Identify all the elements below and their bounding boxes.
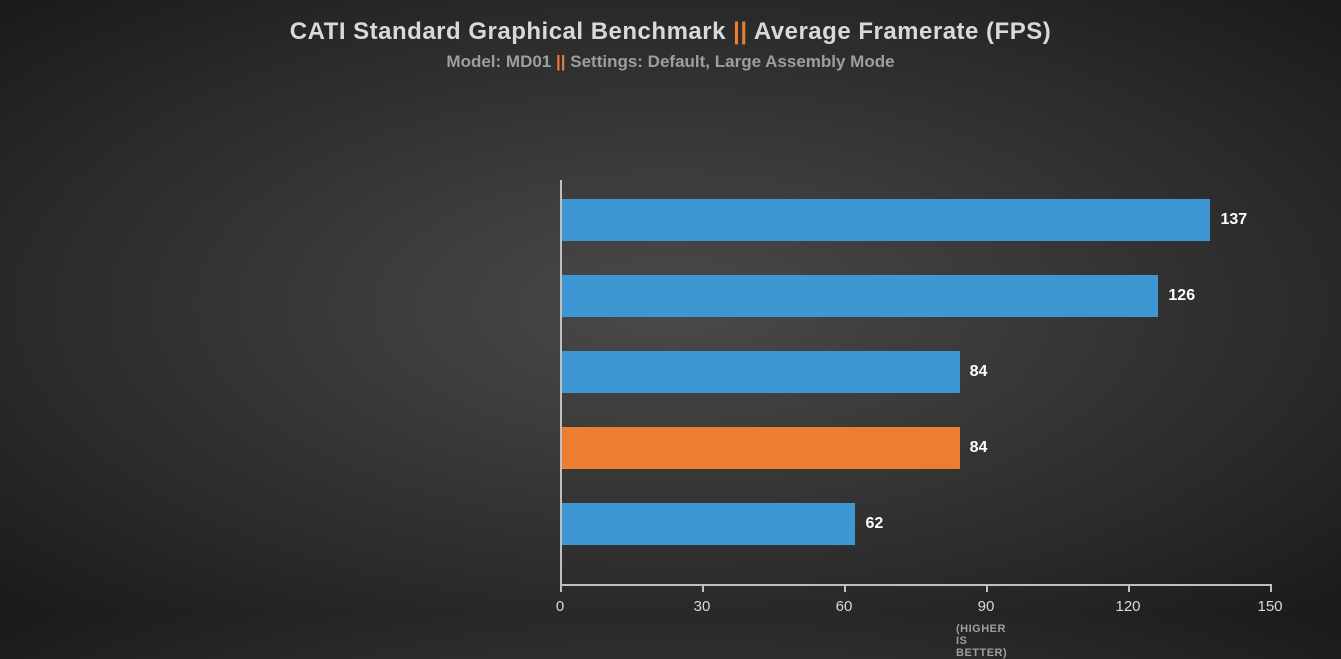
x-tick-label: 150 — [1257, 598, 1282, 615]
x-tick — [844, 584, 846, 592]
bar — [562, 351, 960, 393]
subtitle-part-2: Settings: Default, Large Assembly Mode — [570, 52, 894, 71]
x-tick — [560, 584, 562, 592]
bar-value-label: 126 — [1168, 287, 1195, 305]
benchmark-chart: CATI Standard Graphical Benchmark || Ave… — [0, 0, 1341, 614]
bar-value-label: 84 — [970, 363, 988, 381]
bar-value-label: 137 — [1220, 211, 1247, 229]
x-tick — [986, 584, 988, 592]
bar — [562, 199, 1210, 241]
x-tick-label: 60 — [836, 598, 853, 615]
bar-value-label: 84 — [970, 439, 988, 457]
x-tick-label: 0 — [556, 598, 564, 615]
title-part-1: CATI Standard Graphical Benchmark — [290, 18, 733, 45]
chart-subtitle: Model: MD01 || Settings: Default, Large … — [0, 52, 1341, 72]
x-tick-label: 90 — [978, 598, 995, 615]
bar-value-label: 62 — [865, 515, 883, 533]
x-tick-label: 120 — [1115, 598, 1140, 615]
subtitle-part-1: Model: MD01 — [446, 52, 556, 71]
x-tick — [1270, 584, 1272, 592]
subtitle-separator: || — [556, 52, 566, 71]
chart-title: CATI Standard Graphical Benchmark || Ave… — [0, 0, 1341, 46]
x-tick — [702, 584, 704, 592]
x-tick-label: 30 — [694, 598, 711, 615]
bar — [562, 427, 960, 469]
x-axis-line — [560, 584, 1270, 586]
title-part-2: Average Framerate (FPS) — [754, 18, 1051, 45]
title-separator: || — [733, 18, 747, 45]
x-tick — [1128, 584, 1130, 592]
footnote: (HIGHER IS BETTER) — [956, 623, 1007, 659]
bar — [562, 503, 855, 545]
bar — [562, 275, 1158, 317]
